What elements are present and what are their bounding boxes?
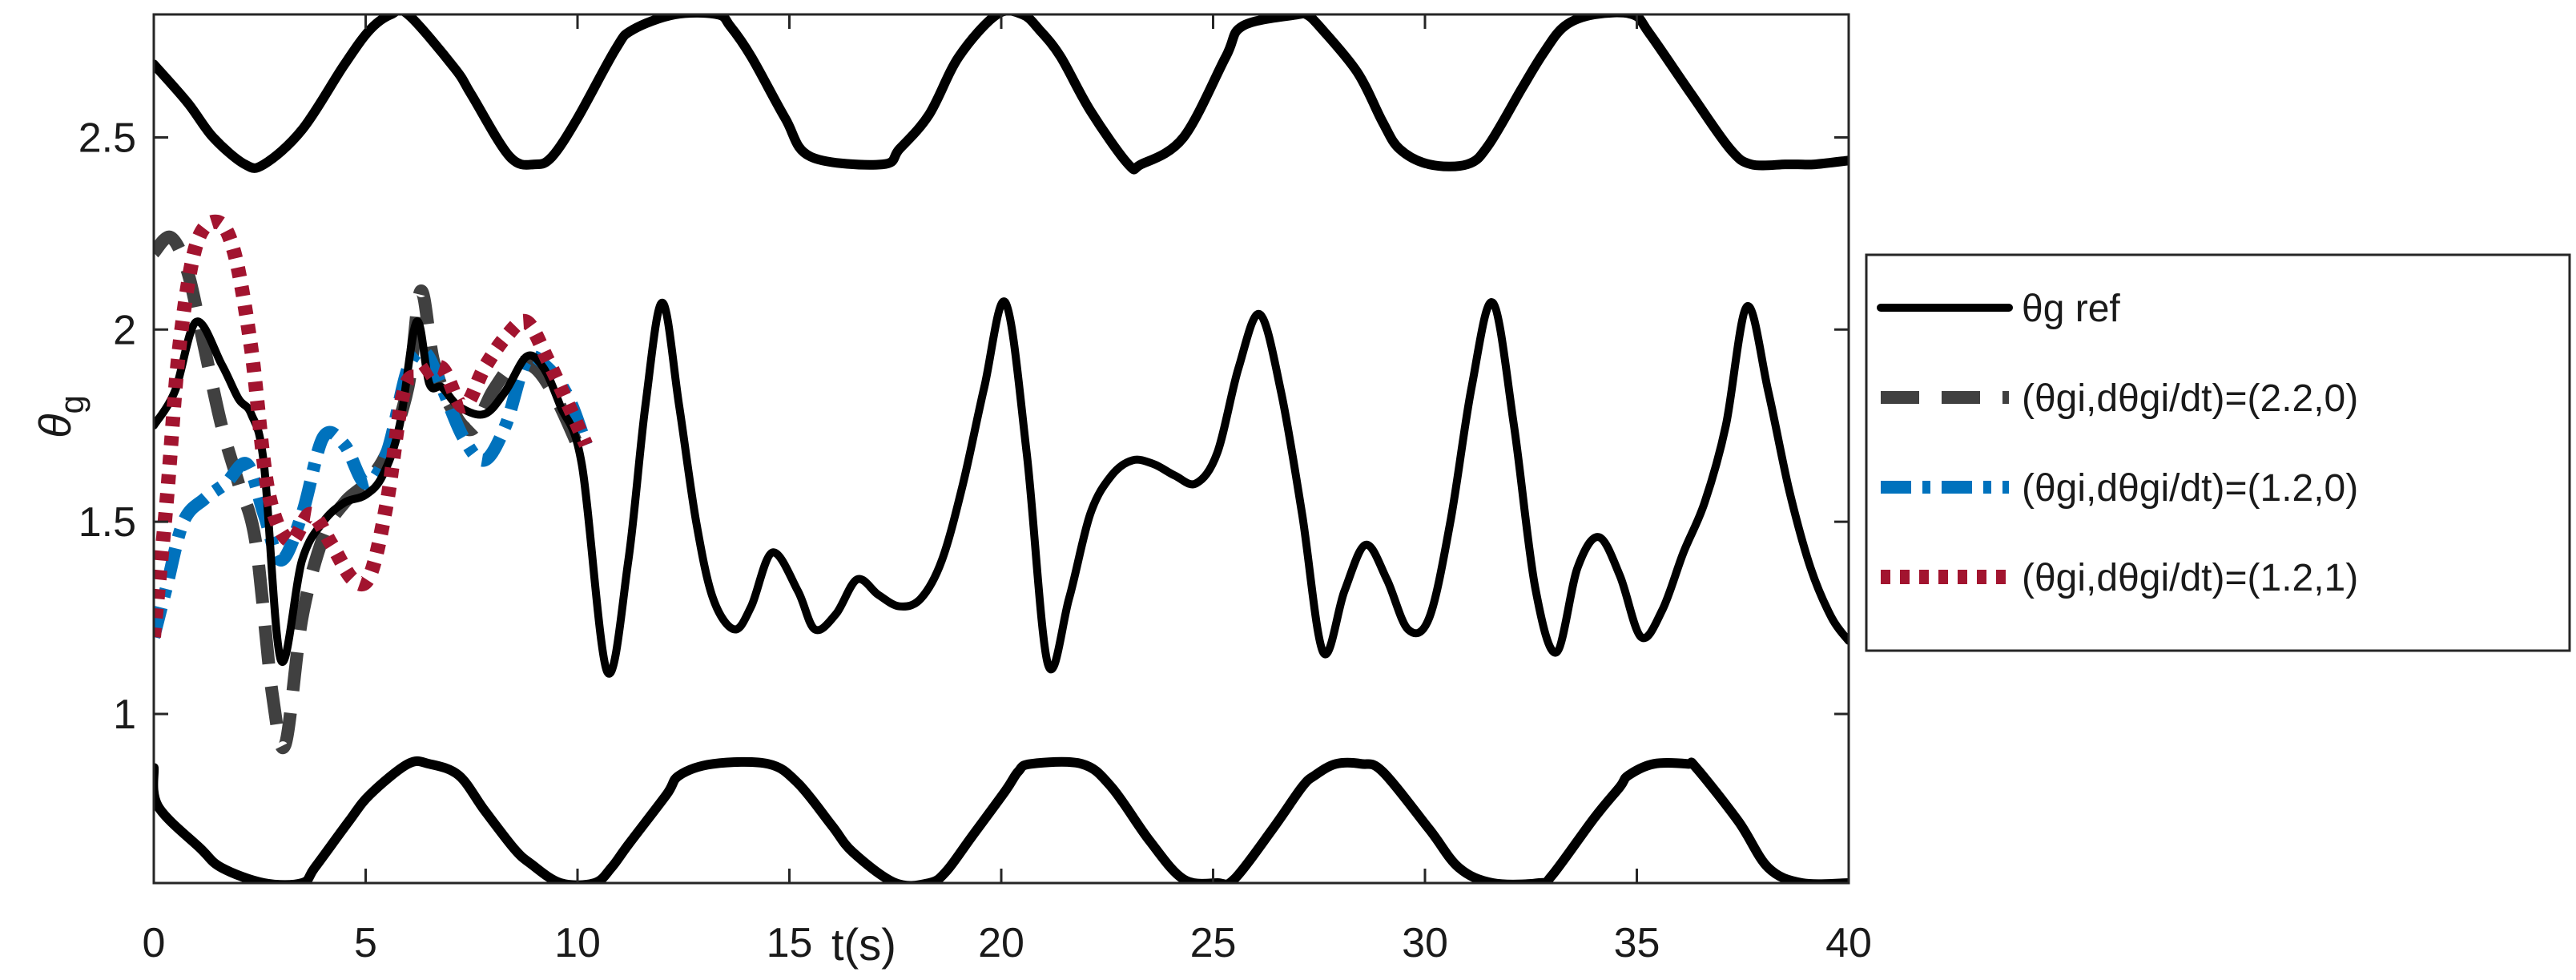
bound-line-upper — [154, 14, 1849, 175]
series-line-2 — [154, 345, 593, 639]
x-tick-label: 15 — [767, 920, 813, 966]
x-tick-label: 30 — [1402, 920, 1448, 966]
y-axis: 1 1.5 2 2.5 — [78, 115, 1849, 738]
legend-label: θg ref — [2022, 288, 2120, 330]
legend-label: (θgi,dθgi/dt)=(1.2,0) — [2022, 467, 2358, 510]
x-tick-label: 0 — [143, 920, 166, 966]
y-tick-label: 1.5 — [78, 499, 136, 546]
x-axis-title: t(s) — [831, 919, 896, 970]
x-tick-label: 25 — [1190, 920, 1237, 966]
bound-line-lower — [154, 756, 1849, 883]
y-axis-title: θg — [30, 395, 91, 438]
legend-box — [1865, 253, 2571, 652]
legend-label: (θgi,dθgi/dt)=(1.2,1) — [2022, 557, 2358, 599]
y-tick-label: 2 — [113, 307, 136, 353]
series-layer — [154, 214, 1849, 755]
x-tick-label: 35 — [1614, 920, 1660, 966]
x-tick-label: 5 — [354, 920, 377, 966]
x-tick-label: 40 — [1825, 920, 1872, 966]
bounds-layer — [154, 14, 1849, 883]
y-tick-label: 1 — [113, 692, 136, 738]
y-axis-title-group: θg — [30, 395, 91, 438]
series-line-3 — [154, 214, 593, 638]
y-axis-title-symbol: θ — [30, 413, 80, 438]
x-tick-label: 10 — [554, 920, 601, 966]
legend-label: (θgi,dθgi/dt)=(2.2,0) — [2022, 377, 2358, 420]
y-axis-title-subscript: g — [53, 395, 91, 413]
x-tick-label: 20 — [978, 920, 1024, 966]
series-line-0 — [154, 297, 1849, 678]
x-axis: 0 5 10 15 20 25 30 35 40 — [143, 14, 1872, 966]
legend: θg ref (θgi,dθgi/dt)=(2.2,0) (θgi,dθgi/dt)… — [1865, 253, 2571, 652]
y-tick-label: 2.5 — [78, 115, 136, 161]
